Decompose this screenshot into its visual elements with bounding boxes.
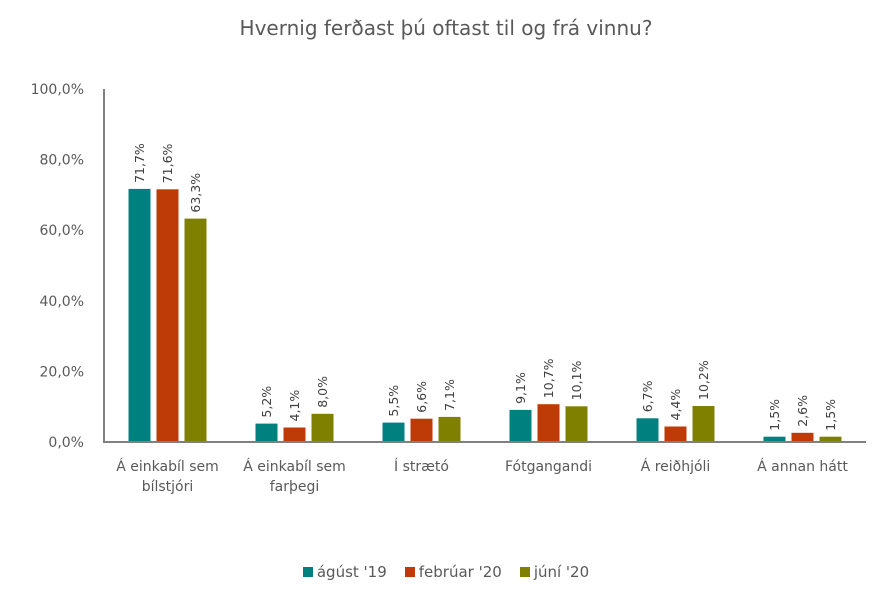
- legend-label: febrúar '20: [418, 563, 502, 581]
- bar: [509, 409, 532, 442]
- bar: [311, 413, 334, 442]
- data-label: 6,6%: [414, 381, 429, 413]
- legend-swatch: [302, 567, 313, 577]
- bar: [255, 423, 278, 442]
- bar: [791, 432, 814, 442]
- data-label: 9,1%: [513, 372, 528, 404]
- data-label: 5,5%: [386, 385, 401, 417]
- data-label: 5,2%: [259, 386, 274, 418]
- category-label: Á reiðhjóli: [641, 458, 711, 475]
- y-tick-label: 80,0%: [40, 153, 84, 169]
- category-label: Á annan hátt: [757, 458, 848, 475]
- category-labels: Á einkabíl sem bílstjóri Á einkabíl sem far…: [116, 458, 848, 495]
- data-label: 63,3%: [188, 173, 203, 213]
- data-label: 1,5%: [823, 399, 838, 431]
- legend-label: júní '20: [533, 563, 590, 581]
- legend-swatch: [519, 567, 530, 577]
- category-label: Á einkabíl sem bílstjóri: [116, 458, 219, 495]
- legend-item: febrúar '20: [404, 563, 502, 581]
- bar: [692, 406, 715, 442]
- chart-plot: 0,0% 20,0% 40,0% 60,0% 80,0% 100,0% 71,7% 71,6…: [31, 82, 866, 495]
- data-label: 8,0%: [315, 376, 330, 408]
- y-tick-label: 100,0%: [31, 82, 84, 98]
- data-label: 2,6%: [795, 395, 810, 427]
- legend-item: júní '20: [519, 563, 590, 581]
- bar: [382, 422, 405, 442]
- data-label: 6,7%: [640, 380, 655, 412]
- y-tick-label: 40,0%: [40, 294, 84, 310]
- bar: [283, 427, 306, 442]
- category-label: Í strætó: [394, 458, 449, 475]
- category-label: Fótgangandi: [505, 459, 592, 475]
- legend-item: ágúst '19: [302, 563, 387, 581]
- data-label: 4,1%: [287, 390, 302, 422]
- legend-label: ágúst '19: [316, 563, 387, 581]
- bar: [537, 404, 560, 442]
- chart-title: Hvernig ferðast þú oftast til og frá vin…: [239, 16, 653, 40]
- category-label: Á einkabíl sem farþegi: [243, 458, 346, 495]
- data-label: 1,5%: [767, 399, 782, 431]
- data-label: 71,7%: [132, 143, 147, 183]
- y-tick-label: 0,0%: [48, 435, 84, 451]
- data-label: 10,7%: [541, 358, 556, 398]
- bars: [128, 188, 842, 442]
- bar: [636, 418, 659, 442]
- bar: [438, 416, 461, 442]
- legend-swatch: [404, 567, 415, 577]
- bar: [819, 436, 842, 442]
- bar: [184, 218, 207, 442]
- bar: [156, 189, 179, 442]
- data-label: 10,1%: [569, 360, 584, 400]
- bar: [664, 426, 687, 442]
- data-labels: 71,7% 71,6% 63,3% 5,2% 4,1% 8,0% 5,5% 6,6% 7,1% 9…: [132, 143, 838, 431]
- bar: [410, 418, 433, 442]
- bar: [763, 436, 786, 442]
- data-label: 7,1%: [442, 379, 457, 411]
- bar: [128, 188, 151, 442]
- y-tick-label: 20,0%: [40, 364, 84, 380]
- bar: [565, 406, 588, 442]
- data-label: 10,2%: [696, 360, 711, 400]
- data-label: 4,4%: [668, 389, 683, 421]
- y-axis-ticks: 0,0% 20,0% 40,0% 60,0% 80,0% 100,0%: [31, 82, 84, 451]
- y-tick-label: 60,0%: [40, 223, 84, 239]
- data-label: 71,6%: [160, 143, 175, 183]
- legend: ágúst '19 febrúar '20 júní '20: [0, 563, 892, 581]
